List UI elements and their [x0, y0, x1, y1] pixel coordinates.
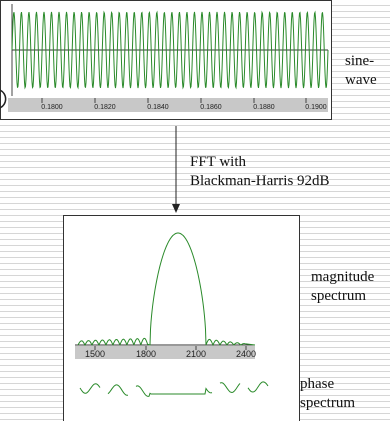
sine-tick-label: 0.1820 [94, 104, 116, 111]
sine-tick-label: 0.1860 [200, 104, 222, 111]
spectrum-panel [63, 215, 300, 421]
spectrum-tick-label: 1500 [85, 349, 105, 359]
spectrum-tick-label: 2100 [186, 349, 206, 359]
spectrum-x-ticks: 1500 1800 2100 2400 [85, 346, 256, 359]
fft-label: FFT with Blackman-Harris 92dB [190, 154, 330, 189]
left-edge-mark [0, 89, 7, 109]
sine-tick-label: 0.1840 [147, 104, 169, 111]
sine-wave-label: sine- wave [345, 53, 377, 88]
phase-spectrum-label: phase spectrum [300, 376, 355, 411]
fft-arrow-head [172, 204, 180, 213]
sine-tick-label: 0.1880 [253, 104, 275, 111]
spectrum-tick-label: 1800 [136, 349, 156, 359]
magnitude-spectrum-label: magnitude spectrum [311, 269, 375, 304]
spectrum-tick-label: 2400 [236, 349, 256, 359]
sine-tick-label: 0.1800 [41, 104, 63, 111]
sine-wave-trace [11, 10, 329, 90]
magnitude-trace [77, 232, 256, 347]
spectrum-axis-bar [75, 346, 255, 359]
sine-tick-label: 0.1900 [305, 104, 327, 111]
sine-axis-bar [8, 98, 328, 112]
phase-trace [79, 381, 269, 397]
sine-x-ticks: 0.1800 0.1820 0.1840 0.1860 0.1880 0.1900 [41, 98, 327, 111]
